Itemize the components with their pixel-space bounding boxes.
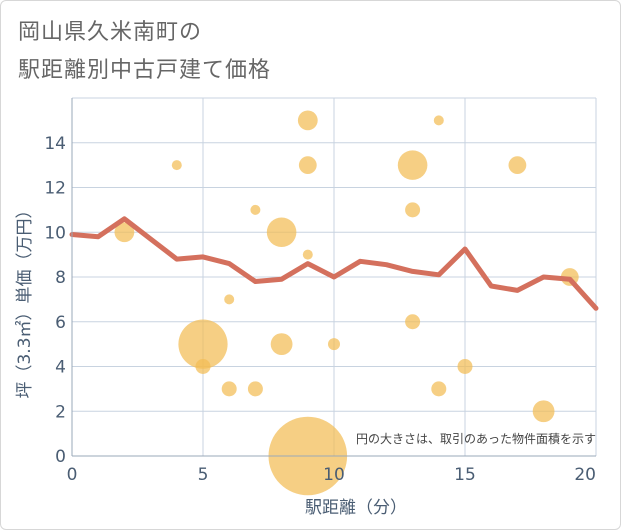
- bubble-size-note: 円の大きさは、取引のあった物件面積を示す: [356, 431, 596, 446]
- bubble-series: [114, 110, 579, 496]
- bubble-22: [532, 400, 555, 423]
- average-line-series: [69, 216, 599, 311]
- bubble-9: [270, 333, 293, 356]
- bubble-17: [405, 314, 421, 330]
- bubble-16: [405, 202, 421, 218]
- bubble-4: [224, 294, 235, 305]
- bubble-19: [431, 381, 447, 397]
- x-axis-label: 駅距離（分）: [305, 498, 407, 518]
- y-tick-label-6: 6: [55, 313, 66, 333]
- bubble-5: [221, 381, 237, 397]
- y-axis-label: 坪（3.3㎡）単価（万円）: [15, 201, 35, 398]
- y-tick-label-12: 12: [44, 179, 66, 199]
- y-tick-label-14: 14: [44, 134, 66, 154]
- bubble-0: [114, 222, 135, 243]
- x-tick-label-0: 0: [67, 465, 78, 485]
- x-tick-label-5: 5: [198, 465, 209, 485]
- axes: [71, 98, 596, 457]
- chart-title-line-2: 駅距離別中古戸建て価格: [18, 58, 272, 83]
- y-tick-label-8: 8: [55, 268, 66, 288]
- bubble-18: [433, 115, 444, 126]
- bubble-3: [195, 359, 211, 374]
- bubble-10: [297, 110, 318, 131]
- bubble-15: [397, 150, 428, 180]
- bubble-6: [250, 204, 261, 215]
- bubble-2: [178, 319, 228, 369]
- x-tick-label-10: 10: [323, 465, 345, 485]
- y-tick-label-10: 10: [44, 223, 66, 243]
- y-tick-label-4: 4: [55, 358, 66, 378]
- tick-labels: 0 2 4 6 8 10 12 14 0 5 10 15 20: [44, 134, 596, 485]
- bubble-21: [508, 156, 527, 175]
- bubble-8: [266, 217, 297, 248]
- bubble-20: [457, 359, 473, 374]
- bubble-11: [298, 156, 317, 175]
- bubble-12: [302, 249, 313, 260]
- bubble-7: [247, 381, 263, 397]
- y-tick-label-2: 2: [55, 402, 66, 422]
- bubble-14: [328, 338, 340, 351]
- y-tick-label-0: 0: [55, 447, 66, 467]
- average-price-line: [69, 216, 599, 311]
- x-tick-label-20: 20: [574, 465, 596, 485]
- chart-title-line-1: 岡山県久米南町の: [18, 20, 203, 45]
- bubble-1: [171, 160, 182, 171]
- x-tick-label-15: 15: [454, 465, 476, 485]
